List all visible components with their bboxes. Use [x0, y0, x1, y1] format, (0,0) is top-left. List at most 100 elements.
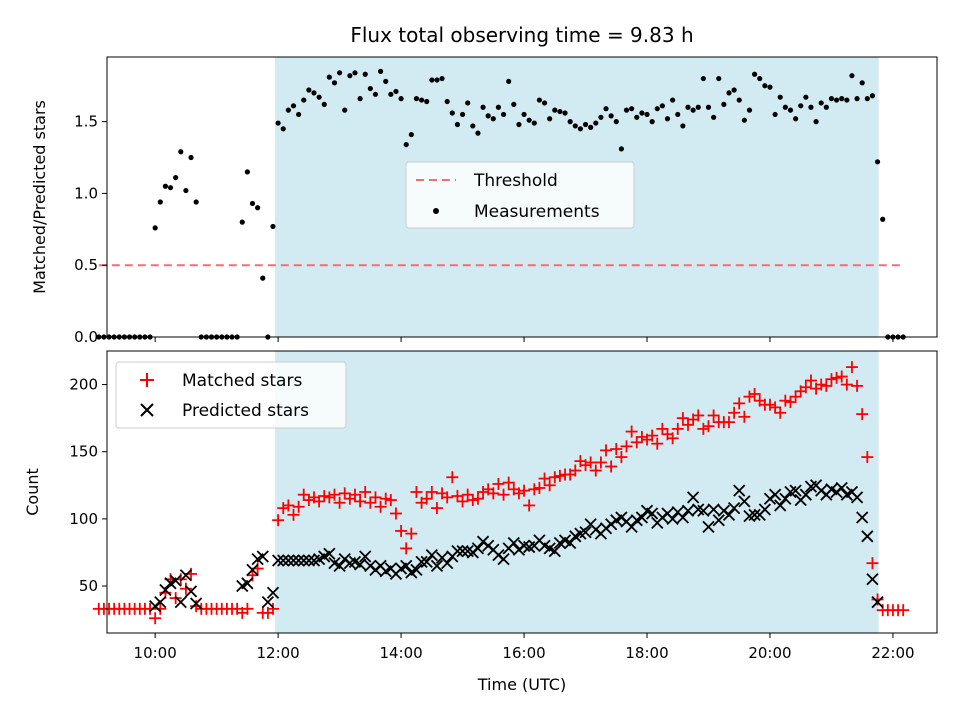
- predicted-star-point: [333, 559, 346, 572]
- measurement-point: [167, 185, 174, 191]
- measurement-point: [613, 119, 619, 125]
- matched-star-point: [825, 373, 838, 386]
- measurement-point: [649, 119, 655, 125]
- measurement-point: [787, 107, 794, 113]
- measurement-point: [239, 219, 245, 225]
- predicted-star-point: [758, 503, 771, 516]
- matched-star-point: [512, 487, 525, 500]
- matched-star-point: [354, 495, 367, 508]
- measurement-point: [331, 80, 338, 86]
- matched-star-point: [287, 508, 300, 521]
- measurement-point: [736, 97, 742, 103]
- predicted-star-point: [261, 595, 275, 609]
- predicted-star-point: [190, 597, 203, 610]
- matched-star-point: [671, 422, 684, 435]
- measurement-point: [874, 159, 881, 165]
- measurement-point: [490, 116, 496, 122]
- measurement-point: [869, 93, 876, 99]
- predicted-star-point: [733, 484, 746, 497]
- matched-star-point: [179, 582, 192, 595]
- bottom-ytick-label: 100: [69, 510, 98, 528]
- measurement-point: [623, 107, 630, 113]
- measurement-point: [275, 120, 281, 126]
- top-ytick-label: 1.0: [74, 184, 98, 202]
- measurement-point: [96, 334, 102, 340]
- matched-star-point: [430, 502, 443, 515]
- bottom-y-axis-label: Count: [23, 468, 42, 516]
- legend-threshold-label: Threshold: [473, 171, 558, 191]
- matched-star-point: [697, 422, 710, 435]
- matched-star-point: [835, 370, 848, 383]
- measurement-point: [731, 87, 737, 93]
- legend-measurements-label: Measurements: [474, 202, 600, 222]
- matched-star-point: [676, 412, 689, 425]
- predicted-star-point: [850, 491, 864, 504]
- measurement-point: [260, 275, 266, 281]
- predicted-star-point: [451, 544, 464, 558]
- matched-star-point: [738, 410, 751, 423]
- predicted-star-point: [415, 555, 428, 568]
- matched-star-point: [866, 557, 879, 570]
- bottom-ytick-label: 200: [69, 376, 98, 394]
- measurement-point: [818, 100, 824, 106]
- predicted-star-point: [241, 577, 254, 590]
- predicted-star-point: [564, 536, 577, 550]
- predicted-star-point: [702, 520, 715, 534]
- measurement-point: [511, 101, 517, 107]
- measurement-point: [577, 126, 584, 132]
- measurement-point: [429, 77, 435, 83]
- measurement-point: [695, 104, 701, 110]
- predicted-star-point: [774, 499, 787, 512]
- predicted-star-point: [507, 536, 520, 550]
- predicted-stars-series: [149, 479, 884, 613]
- measurement-point: [654, 106, 660, 112]
- bottom-xtick-label: 14:00: [379, 644, 422, 662]
- measurement-point: [449, 110, 455, 116]
- matched-star-point: [466, 494, 479, 507]
- matched-star-point: [779, 394, 792, 407]
- bottom-y-axis: 50 100 150 200: [69, 376, 107, 595]
- measurement-point: [644, 111, 650, 118]
- measurement-point: [372, 91, 379, 97]
- predicted-star-point: [676, 511, 690, 524]
- predicted-star-point: [748, 508, 761, 521]
- legend-predicted-swatch: [140, 403, 154, 417]
- measurement-point: [629, 106, 635, 112]
- matched-star-point: [487, 487, 500, 500]
- measurement-point: [500, 111, 507, 118]
- measurement-point: [572, 123, 578, 129]
- matched-star-point: [502, 476, 515, 489]
- top-y-axis: 0.0 0.5 1.0 1.5: [74, 113, 107, 346]
- predicted-star-point: [861, 530, 874, 543]
- measurement-point: [557, 108, 563, 115]
- measurement-point: [726, 90, 732, 96]
- measurement-point: [506, 78, 512, 85]
- measurement-point: [798, 103, 804, 109]
- predicted-star-point: [400, 559, 413, 572]
- measurement-point: [705, 104, 712, 110]
- predicted-star-point: [789, 484, 802, 497]
- matched-star-point: [651, 437, 664, 450]
- top-chart-title: Flux total observing time = 9.83 h: [350, 23, 693, 47]
- predicted-star-point: [727, 501, 741, 515]
- predicted-star-point: [712, 514, 725, 527]
- matched-star-point: [328, 488, 341, 501]
- measurement-point: [711, 114, 717, 120]
- measurement-point: [193, 199, 199, 205]
- matched-star-point: [364, 496, 377, 509]
- matched-star-point: [410, 486, 423, 498]
- bottom-ytick-label: 50: [79, 577, 98, 595]
- measurement-point: [716, 75, 722, 82]
- measurement-point: [762, 83, 768, 89]
- matched-star-point: [707, 409, 720, 422]
- measurement-point: [670, 97, 676, 103]
- measurement-point: [516, 121, 522, 128]
- matched-star-point: [297, 488, 310, 501]
- predicted-star-point: [282, 554, 295, 567]
- measurement-point: [721, 101, 727, 107]
- measurement-point: [828, 96, 835, 102]
- measurement-point: [757, 75, 763, 82]
- top-panel: Flux total observing time = 9.83 h 0.00.…: [30, 23, 938, 346]
- legend-predicted-label: Predicted stars: [182, 401, 309, 421]
- matched-star-point: [400, 542, 413, 555]
